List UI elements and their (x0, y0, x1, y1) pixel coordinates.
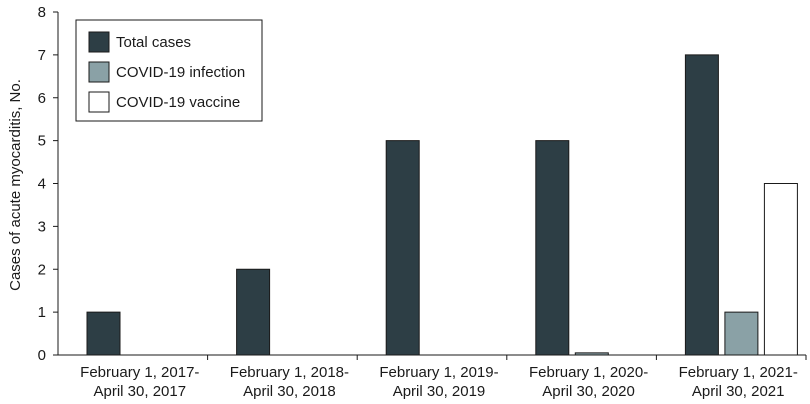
bar-covid-19-vaccine-4 (763, 183, 798, 356)
x-tick-label: February 1, 2019- (379, 364, 498, 381)
x-tick-label: February 1, 2020- (529, 364, 648, 381)
x-tick-label: April 30, 2018 (243, 383, 336, 400)
y-tick-label: 6 (38, 90, 46, 107)
y-tick-label: 8 (38, 4, 46, 21)
bar-covid-19-infection-4 (724, 311, 759, 356)
bars-group (86, 54, 798, 356)
legend-label: COVID-19 infection (116, 64, 245, 81)
x-tick-label: April 30, 2017 (94, 383, 187, 400)
legend-label: COVID-19 vaccine (116, 94, 240, 111)
legend-label: Total cases (116, 34, 191, 51)
y-ticks-group: 0 1 2 3 4 5 6 7 8 (38, 4, 58, 364)
bar-total-cases-4 (684, 54, 719, 356)
bar-total-cases-0 (86, 311, 121, 356)
y-tick-label: 4 (38, 176, 46, 193)
x-tick-label: April 30, 2019 (393, 383, 486, 400)
x-tick-label: April 30, 2021 (692, 383, 785, 400)
legend: Total cases COVID-19 infection COVID-19 va… (75, 19, 263, 122)
y-tick-label: 0 (38, 347, 46, 364)
x-tick-label: February 1, 2021- (679, 364, 798, 381)
x-ticks-group: February 1, 2017- April 30, 2017 February … (80, 355, 807, 400)
legend-swatch (88, 91, 110, 113)
y-tick-label: 2 (38, 261, 46, 278)
x-tick-label: February 1, 2018- (230, 364, 349, 381)
bar-total-cases-3 (535, 140, 570, 356)
legend-swatch (88, 61, 110, 83)
y-tick-label: 1 (38, 304, 46, 321)
x-tick-label: April 30, 2020 (542, 383, 635, 400)
legend-swatch (88, 31, 110, 53)
bar-total-cases-2 (385, 140, 420, 356)
y-tick-label: 7 (38, 47, 46, 64)
y-tick-label: 3 (38, 218, 46, 235)
y-axis-title: Cases of acute myocarditis, No. (7, 79, 24, 291)
y-tick-label: 5 (38, 133, 46, 150)
bar-total-cases-1 (236, 268, 271, 356)
x-tick-label: February 1, 2017- (80, 364, 199, 381)
